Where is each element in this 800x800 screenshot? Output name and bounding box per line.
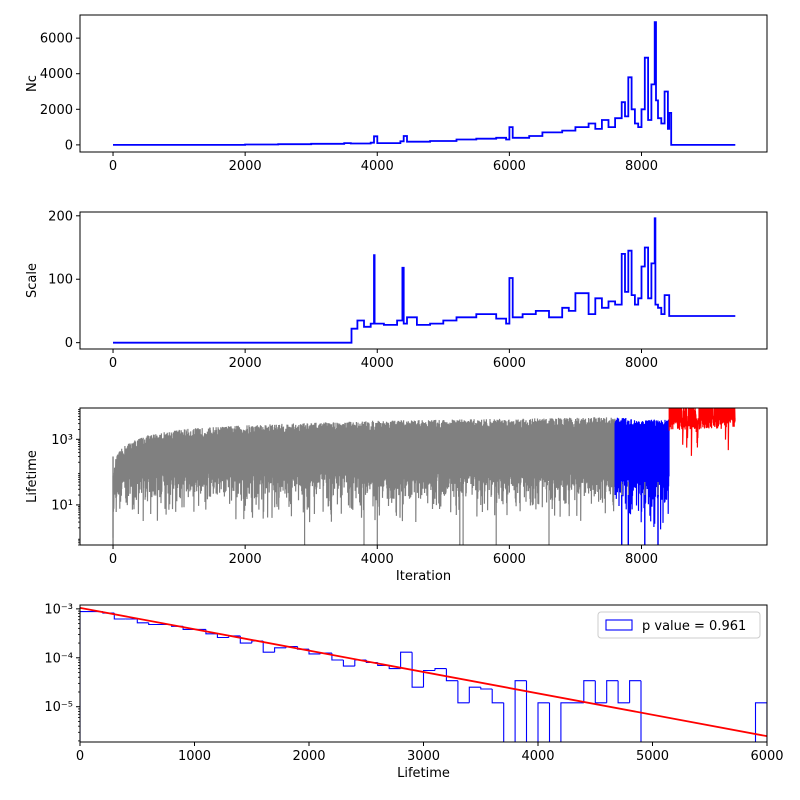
x-tick-label: 2000 bbox=[229, 552, 262, 567]
y-tick-label: 100 bbox=[48, 273, 73, 288]
y-tick-label: 0 bbox=[65, 138, 73, 153]
x-tick-label: 6000 bbox=[493, 552, 526, 567]
plot-area bbox=[80, 606, 767, 742]
x-tick-label: 4000 bbox=[361, 552, 394, 567]
x-tick-label: 8000 bbox=[625, 552, 658, 567]
x-tick-label: 2000 bbox=[292, 749, 325, 764]
x-tick-label: 0 bbox=[109, 159, 117, 174]
y-tick-label: 0 bbox=[65, 336, 73, 351]
plot-area bbox=[112, 408, 736, 545]
y-axis-label: Nc bbox=[25, 75, 40, 92]
series-trace-1 bbox=[112, 417, 616, 538]
y-tick-label: 10¹ bbox=[51, 498, 73, 513]
series-line bbox=[113, 217, 736, 344]
series-trace-3 bbox=[668, 408, 736, 456]
x-tick-label: 8000 bbox=[625, 159, 658, 174]
y-axis-label: Lifetime bbox=[25, 450, 40, 503]
chart-panel-3: 0 2000 4000 6000 8000 10¹ 10³ Lifetime Iteration bbox=[25, 407, 768, 584]
x-tick-label: 0 bbox=[109, 552, 117, 567]
legend: p value = 0.961 bbox=[597, 611, 761, 639]
plot-area bbox=[113, 217, 736, 344]
x-tick-label: 4000 bbox=[521, 749, 554, 764]
x-tick-label: 6000 bbox=[493, 356, 526, 371]
x-tick-label: 4000 bbox=[361, 159, 394, 174]
axes-frame bbox=[79, 211, 768, 350]
chart-panel-1: 0 2000 4000 6000 8000 0 2000 4000 6000 Nc bbox=[25, 14, 768, 174]
y-axis-label: Scale bbox=[25, 263, 40, 298]
y-tick-label: 200 bbox=[48, 209, 73, 224]
axes-frame bbox=[79, 14, 768, 153]
y-tick-label: 6000 bbox=[40, 32, 73, 47]
x-tick-label: 2000 bbox=[229, 159, 262, 174]
x-tick-label: 5000 bbox=[636, 749, 669, 764]
x-tick-label: 2000 bbox=[229, 356, 262, 371]
y-tick-label: 10⁻³ bbox=[44, 602, 73, 617]
chart-panel-4: 0 1000 2000 3000 4000 5000 6000 10⁻⁵ 10⁻⁴ 10⁻³ Lif… bbox=[44, 602, 783, 781]
chart-panel-2: 0 2000 4000 6000 8000 0 100 200 Scale bbox=[25, 209, 768, 371]
y-tick-label: 2000 bbox=[40, 103, 73, 118]
x-tick-label: 6000 bbox=[493, 159, 526, 174]
deep-dips-blue bbox=[621, 495, 659, 545]
x-axis-label: Iteration bbox=[396, 569, 451, 584]
x-axis-label: Lifetime bbox=[397, 766, 450, 781]
plot-area bbox=[113, 21, 736, 146]
legend-swatch bbox=[605, 619, 633, 631]
y-tick-label: 4000 bbox=[40, 67, 73, 82]
x-tick-label: 4000 bbox=[361, 356, 394, 371]
series-line bbox=[113, 21, 736, 146]
x-tick-label: 6000 bbox=[750, 749, 783, 764]
series-trace-2 bbox=[614, 417, 670, 530]
y-tick-label: 10⁻⁴ bbox=[44, 651, 73, 666]
x-tick-label: 3000 bbox=[407, 749, 440, 764]
x-tick-label: 8000 bbox=[625, 356, 658, 371]
y-tick-label: 10⁻⁵ bbox=[44, 700, 73, 715]
legend-label: p value = 0.961 bbox=[642, 619, 746, 634]
x-tick-label: 0 bbox=[109, 356, 117, 371]
y-tick-label: 10³ bbox=[51, 433, 73, 448]
x-tick-label: 0 bbox=[76, 749, 84, 764]
axes-frame bbox=[79, 407, 768, 546]
fit-line bbox=[80, 606, 767, 738]
legend-box bbox=[597, 611, 761, 639]
x-tick-label: 1000 bbox=[178, 749, 211, 764]
